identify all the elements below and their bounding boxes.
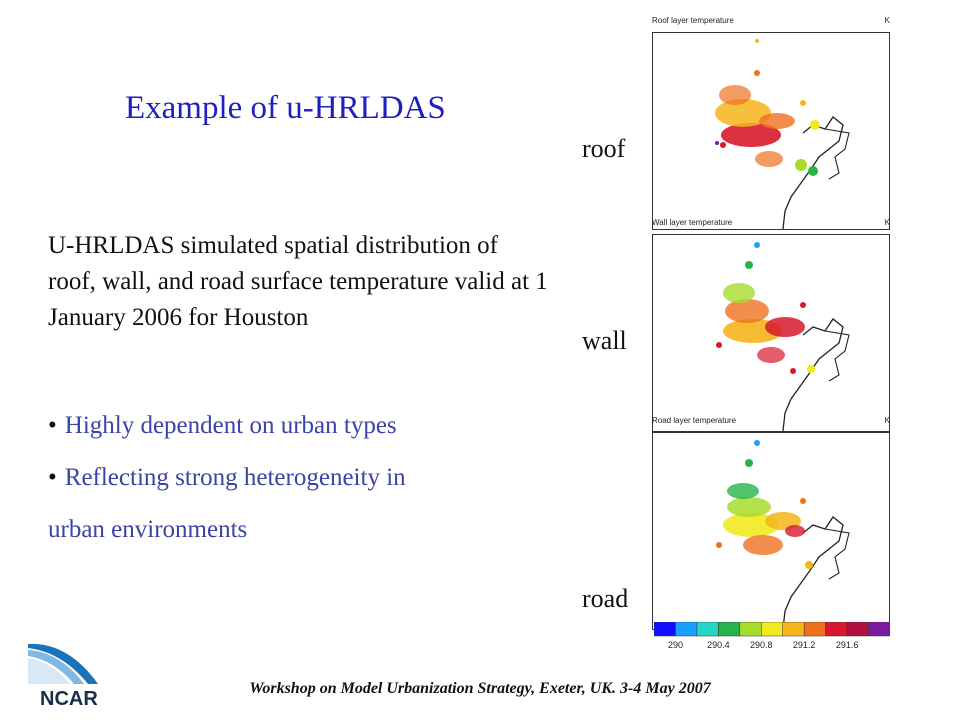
colorbar-swatch: [825, 621, 848, 637]
road-label: road: [582, 584, 629, 613]
bullet-item: • Highly dependent on urban types: [48, 412, 397, 440]
colorbar-swatch: [653, 621, 676, 637]
colorbar-swatch: [868, 621, 891, 637]
colorbar-tick-label: 290: [668, 640, 683, 650]
colorbar-tick-label: 290.8: [750, 640, 773, 650]
colorbar-swatch: [675, 621, 698, 637]
colorbar-swatch: [782, 621, 805, 637]
roof-temperature-map: Roof layer temperature K: [652, 16, 890, 230]
bullet-marker: •: [48, 464, 57, 491]
map-frame: [652, 32, 890, 230]
footer-text: Workshop on Model Urbanization Strategy,…: [249, 680, 711, 697]
map-frame: [652, 234, 890, 432]
temperature-colorbar: 290 290.4 290.8 291.2 291.6: [653, 621, 891, 652]
colorbar-tick-label: 291.2: [793, 640, 816, 650]
logo-swoosh-icon: [28, 643, 98, 684]
description-text: U-HRLDAS simulated spatial distribution …: [48, 232, 548, 331]
colorbar-swatch: [846, 621, 869, 637]
colorbar-graphic: 290 290.4 290.8 291.2 291.6: [653, 621, 891, 650]
bullet-text: Highly dependent on urban types: [64, 412, 397, 439]
colorbar-swatch: [696, 621, 719, 637]
map-frame: [652, 432, 890, 630]
panel-unit: K: [884, 416, 890, 425]
colorbar-swatch: [761, 621, 783, 637]
colorbar-swatch: [718, 621, 741, 637]
road-temperature-map: Road layer temperature K: [652, 416, 890, 630]
colorbar-swatch: [803, 621, 826, 637]
slide-title: Example of u-HRLDAS: [125, 90, 446, 126]
ncar-logo: NCAR: [28, 638, 148, 712]
bullet-marker: •: [48, 412, 57, 439]
wall-label: wall: [582, 326, 627, 355]
panel-title: Road layer temperature: [652, 416, 737, 425]
panel-unit: K: [884, 16, 890, 25]
panel-title: Roof layer temperature: [652, 16, 734, 25]
colorbar-tick-label: 290.4: [707, 640, 730, 650]
logo-text: NCAR: [40, 688, 98, 710]
map-image: [715, 39, 850, 230]
colorbar-tick-label: 291.6: [836, 640, 859, 650]
colorbar-swatch: [739, 621, 762, 637]
wall-temperature-map: Wall layer temperature K: [652, 218, 890, 432]
roof-label: roof: [582, 134, 626, 163]
bullet-text: Reflecting strong heterogeneity in: [64, 464, 406, 491]
bullet-continuation: urban environments: [48, 516, 248, 543]
panel-unit: K: [884, 218, 890, 227]
panel-title: Wall layer temperature: [652, 218, 733, 227]
map-image: [716, 440, 850, 630]
bullet-item: • Reflecting strong heterogeneity in: [48, 464, 406, 492]
map-image: [716, 242, 850, 432]
